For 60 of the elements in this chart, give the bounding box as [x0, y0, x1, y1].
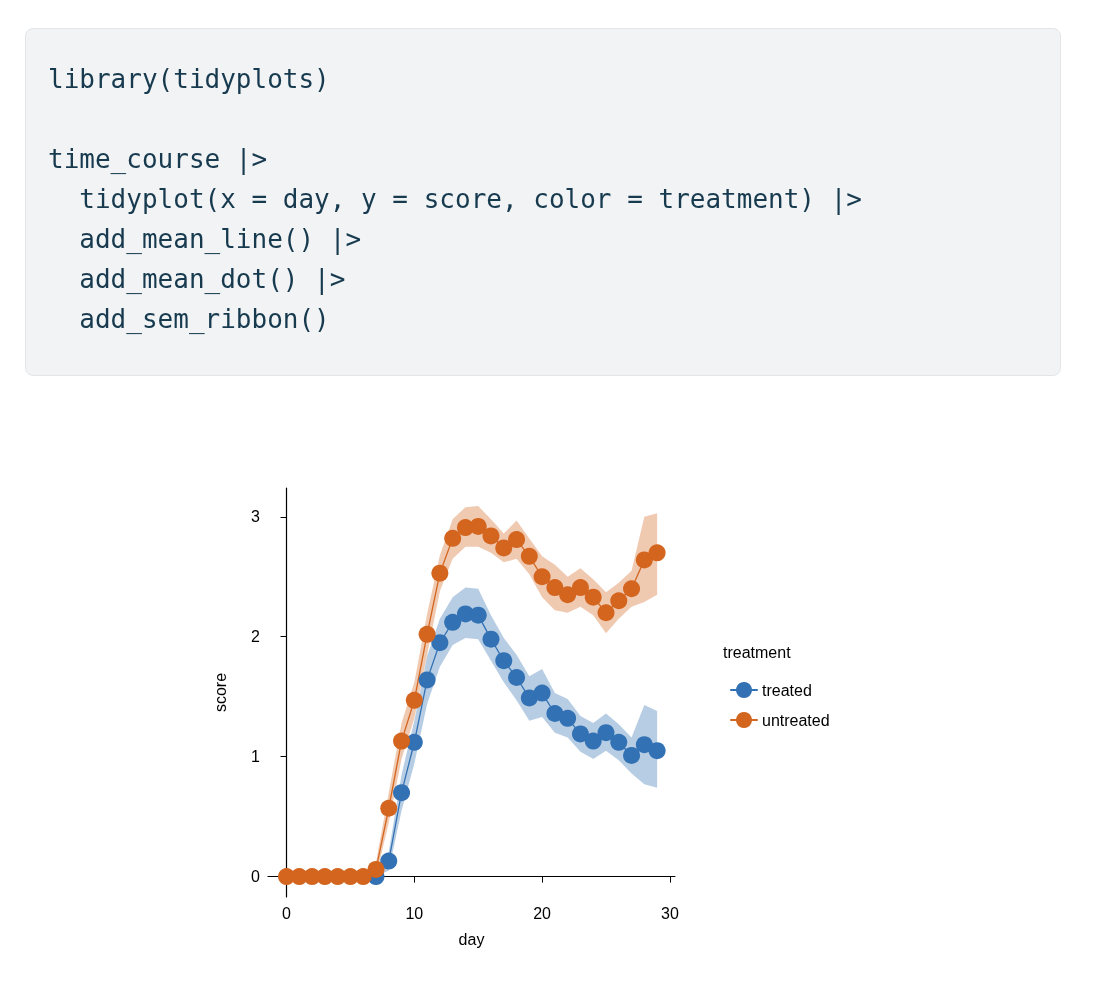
point [571, 579, 589, 597]
point [635, 551, 653, 569]
point [380, 852, 398, 870]
point [635, 736, 653, 754]
point [533, 568, 551, 586]
x-tick-label: 20 [533, 904, 552, 922]
point [546, 704, 564, 722]
point [444, 613, 462, 631]
point [418, 671, 436, 689]
point [482, 630, 500, 648]
y-tick-label: 1 [251, 748, 261, 766]
legend-label: treated [762, 681, 812, 699]
y-tick-label: 2 [251, 628, 261, 646]
x-tick-label: 30 [660, 904, 679, 922]
point [469, 517, 487, 535]
point [648, 742, 666, 760]
point [610, 592, 628, 610]
x-axis-title: day [458, 930, 485, 948]
y-tick-label: 0 [251, 868, 261, 886]
point [431, 564, 449, 582]
point [405, 691, 423, 709]
text: library(tidyplots) [48, 63, 331, 96]
point [559, 586, 577, 604]
point [623, 746, 641, 764]
legend-label: untreated [762, 711, 830, 729]
text: tidyplot(x = day, y = score, color = treatment) |> [78, 183, 863, 217]
point [418, 625, 436, 643]
x-tick-label: 10 [405, 904, 424, 922]
point [597, 604, 615, 622]
point [520, 547, 538, 565]
point [546, 579, 564, 597]
text: add_mean_line() |> [78, 223, 363, 257]
point [367, 860, 385, 878]
text: add_sem_ribbon() [78, 303, 331, 336]
point [495, 539, 513, 557]
point [584, 732, 602, 750]
point [559, 709, 577, 727]
legend-title: treatment [723, 643, 792, 661]
x-tick-label: 0 [282, 904, 292, 922]
point [508, 531, 526, 549]
point [495, 652, 513, 670]
point [571, 725, 589, 743]
point [533, 684, 551, 702]
point [431, 634, 449, 652]
y-axis-title: score [211, 672, 229, 713]
point [393, 732, 411, 750]
point [444, 529, 462, 547]
point [469, 606, 487, 624]
y-tick-label: 3 [251, 508, 261, 526]
point [597, 724, 615, 742]
point [584, 588, 602, 606]
point [648, 544, 666, 562]
point [610, 733, 628, 751]
text: add_mean_dot() |> [78, 263, 347, 297]
point [482, 527, 500, 545]
text: time_course |> [48, 143, 269, 177]
point [623, 580, 641, 598]
point [380, 799, 398, 817]
point [393, 784, 411, 802]
point [508, 669, 526, 686]
